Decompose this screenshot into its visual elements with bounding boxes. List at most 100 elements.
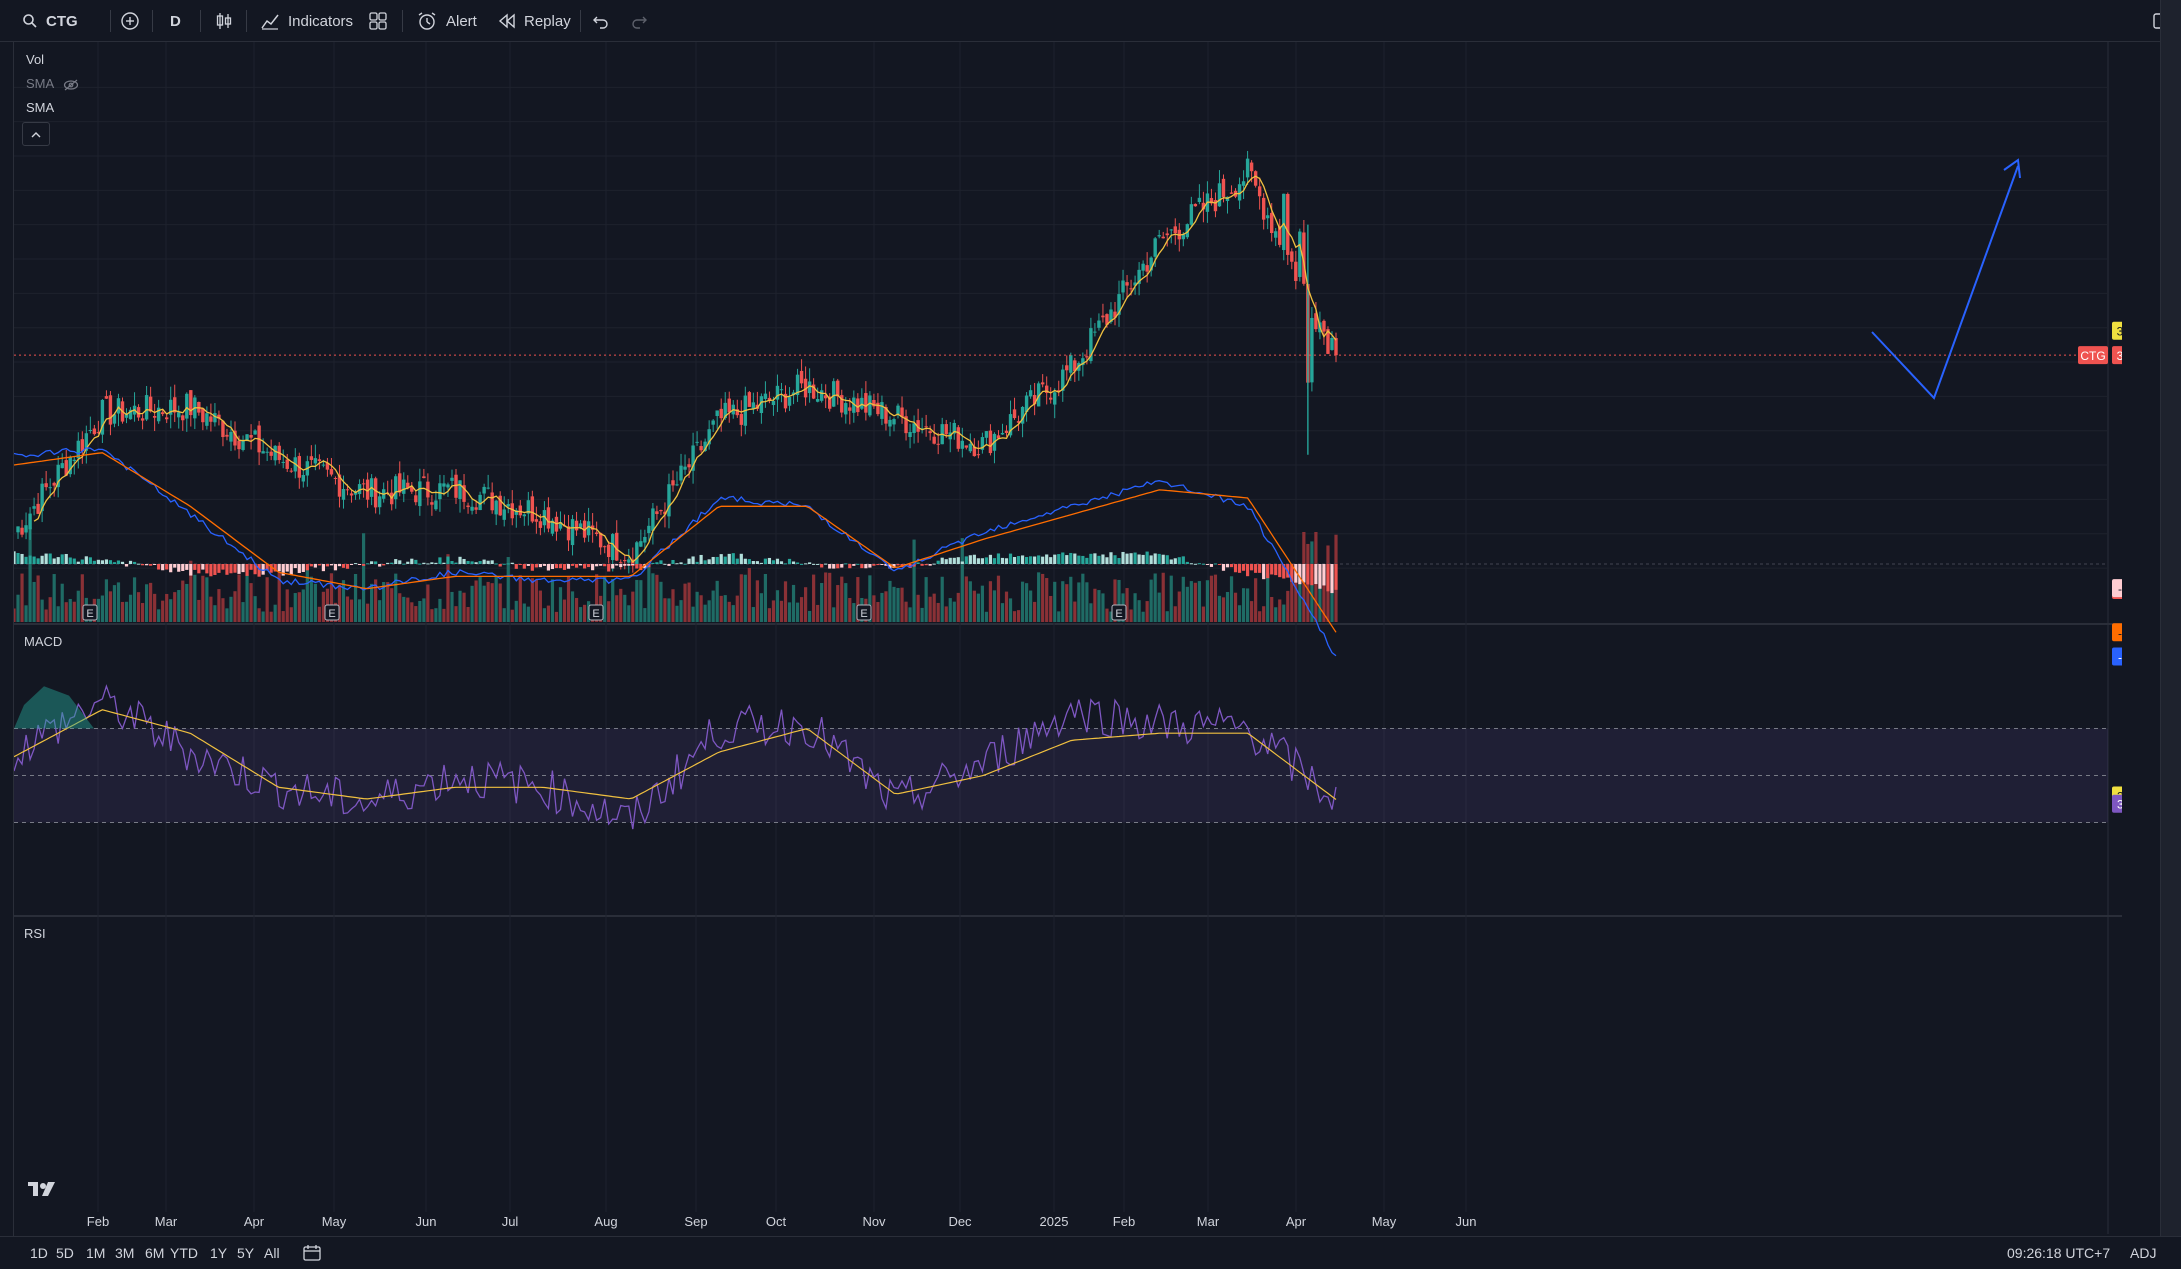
- volume-bar: [257, 608, 261, 622]
- volume-bar: [245, 574, 249, 622]
- macd-histogram-bar: [378, 564, 382, 567]
- macd-histogram-bar: [153, 564, 157, 565]
- chart-type-button[interactable]: [214, 0, 234, 42]
- candle-body: [20, 527, 24, 535]
- macd-histogram-bar: [490, 560, 494, 564]
- layouts-button[interactable]: [368, 0, 388, 42]
- interval-button[interactable]: D: [170, 12, 181, 30]
- range-button-3m[interactable]: 3M: [115, 1245, 135, 1261]
- sma-legend-hidden[interactable]: SMA: [26, 76, 79, 91]
- macd-histogram-bar: [1334, 564, 1338, 590]
- volume-bar: [783, 581, 788, 622]
- time-tick-label: May: [322, 1214, 347, 1229]
- macd-histogram-bar: [205, 564, 209, 574]
- volume-bar: [603, 577, 607, 622]
- candle-body: [450, 477, 454, 481]
- clock[interactable]: 09:26:18 UTC+7: [2007, 1245, 2111, 1261]
- volume-bar: [422, 598, 426, 622]
- volume-bar: [1077, 582, 1081, 622]
- sma-legend[interactable]: SMA: [26, 100, 55, 115]
- volume-bar: [711, 590, 715, 622]
- last-price-badge-text: 37,200: [2117, 349, 2122, 363]
- volume-bar: [430, 609, 434, 622]
- volume-bar: [1089, 603, 1093, 622]
- volume-legend[interactable]: Vol: [26, 52, 45, 67]
- compare-add-button[interactable]: [120, 0, 140, 42]
- candle-body: [1153, 238, 1157, 257]
- macd-histogram-bar: [932, 563, 936, 565]
- macd-histogram-bar: [791, 561, 796, 564]
- volume-bar: [948, 598, 952, 622]
- candle-body: [832, 381, 836, 407]
- volume-bar: [410, 602, 414, 622]
- date-range-button[interactable]: [302, 1237, 322, 1269]
- candle-body: [160, 412, 165, 415]
- eye-hidden-icon[interactable]: [63, 79, 79, 91]
- volume-bar: [707, 600, 711, 622]
- macd-histogram-bar: [1016, 556, 1021, 564]
- volume-bar: [382, 581, 386, 622]
- replay-button[interactable]: Replay: [498, 0, 571, 42]
- range-button-6m[interactable]: 6M: [145, 1245, 165, 1261]
- candle-body: [1036, 383, 1041, 407]
- range-button-5d[interactable]: 5D: [56, 1245, 74, 1261]
- volume-bar: [1141, 611, 1145, 622]
- candle-body: [237, 440, 241, 450]
- macd-histogram-bar: [1097, 555, 1101, 564]
- candle-body: [864, 393, 868, 413]
- macd-histogram-bar: [24, 556, 28, 564]
- indicators-icon: [260, 11, 280, 31]
- volume-bar: [20, 573, 24, 622]
- range-button-5y[interactable]: 5Y: [237, 1245, 255, 1261]
- candle-body: [1197, 197, 1202, 203]
- macd-histogram-badge: -293: [2112, 579, 2148, 598]
- macd-histogram-bar: [56, 557, 60, 564]
- volume-bar: [1149, 579, 1153, 622]
- undo-button[interactable]: [592, 0, 610, 42]
- macd-histogram-bar: [446, 556, 450, 564]
- adj-toggle[interactable]: ADJ: [2130, 1245, 2157, 1261]
- volume-bar: [944, 606, 948, 622]
- candle-body: [900, 407, 904, 417]
- time-tick-label: Mar: [155, 1214, 178, 1229]
- rsi-legend[interactable]: RSI: [24, 926, 46, 941]
- volume-bar: [996, 575, 1001, 622]
- macd-histogram-bar: [140, 564, 145, 566]
- macd-histogram-bar: [639, 564, 643, 571]
- macd-legend[interactable]: MACD: [24, 634, 63, 649]
- volume-bar: [378, 600, 382, 622]
- volume-bar: [1105, 608, 1109, 622]
- macd-histogram-bar: [20, 553, 24, 564]
- macd-histogram-bar: [880, 564, 884, 565]
- volume-bar: [759, 593, 763, 622]
- macd-histogram-bar: [341, 564, 346, 568]
- candle-body: [1237, 184, 1242, 201]
- candle-body: [48, 487, 52, 489]
- range-button-1y[interactable]: 1Y: [210, 1245, 228, 1261]
- candle-body: [643, 536, 647, 543]
- macd-histogram-bar: [643, 564, 647, 569]
- range-button-1d[interactable]: 1D: [30, 1245, 48, 1261]
- volume-bar: [1173, 606, 1177, 622]
- macd-histogram-bar: [1185, 561, 1189, 564]
- range-button-1m[interactable]: 1M: [86, 1245, 106, 1261]
- volume-bar: [1145, 601, 1149, 622]
- candle-body: [1286, 194, 1290, 255]
- collapse-legend-button[interactable]: [22, 122, 50, 146]
- volume-bar: [177, 590, 181, 622]
- symbol-search[interactable]: CTG: [22, 0, 78, 42]
- macd-histogram-bar: [213, 564, 217, 575]
- volume-bar: [619, 588, 623, 622]
- redo-button[interactable]: [630, 0, 648, 42]
- indicators-button[interactable]: Indicators: [260, 0, 353, 42]
- candle-body: [1137, 269, 1141, 284]
- range-button-ytd[interactable]: YTD: [170, 1245, 198, 1261]
- volume-bar: [48, 597, 52, 622]
- range-button-all[interactable]: All: [264, 1245, 280, 1261]
- volume-bar: [486, 581, 490, 622]
- alert-button[interactable]: Alert: [416, 0, 477, 42]
- macd-histogram-bar: [1069, 552, 1073, 564]
- macd-histogram-bar: [345, 564, 350, 569]
